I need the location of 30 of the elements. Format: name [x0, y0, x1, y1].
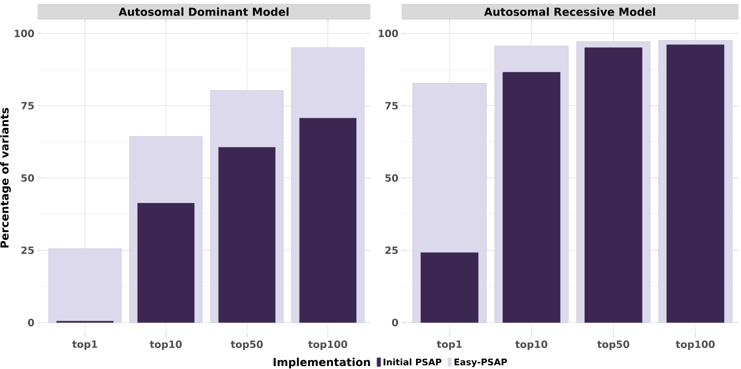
x-tick-label: top10	[515, 340, 548, 350]
bar	[299, 118, 356, 323]
x-tick-label: top50	[230, 340, 263, 350]
legend-label: Easy-PSAP	[454, 358, 507, 368]
x-tick-label: top50	[597, 340, 630, 350]
bar	[137, 203, 194, 323]
bar	[502, 72, 560, 323]
bar	[420, 252, 478, 323]
y-tick-label: 100	[14, 30, 34, 38]
x-tick-label: top1	[72, 340, 98, 350]
y-tick-label: 75	[21, 102, 34, 110]
y-tick-label: 25	[385, 246, 398, 254]
x-tick-label: top100	[676, 340, 715, 350]
chart-title: Autosomal Recessive Model	[484, 7, 656, 16]
y-tick-label: 0	[28, 318, 34, 326]
chart-title: Autosomal Dominant Model	[118, 7, 288, 16]
y-tick-label: 100	[378, 30, 398, 38]
y-tick-label: 50	[385, 174, 398, 182]
bar	[48, 248, 122, 323]
y-tick-label: 25	[21, 246, 34, 254]
x-tick-label: top100	[308, 340, 348, 350]
x-tick-label: top1	[436, 340, 462, 350]
y-tick-label: 50	[21, 174, 34, 182]
y-axis-title: Percentage of variants	[0, 108, 11, 248]
y-tick-label: 0	[392, 318, 398, 326]
y-tick-label: 75	[385, 102, 398, 110]
x-tick-label: top10	[150, 340, 182, 350]
bar	[218, 147, 276, 323]
legend-label: Initial PSAP	[384, 358, 442, 366]
legend-title: Implementation	[274, 358, 370, 368]
